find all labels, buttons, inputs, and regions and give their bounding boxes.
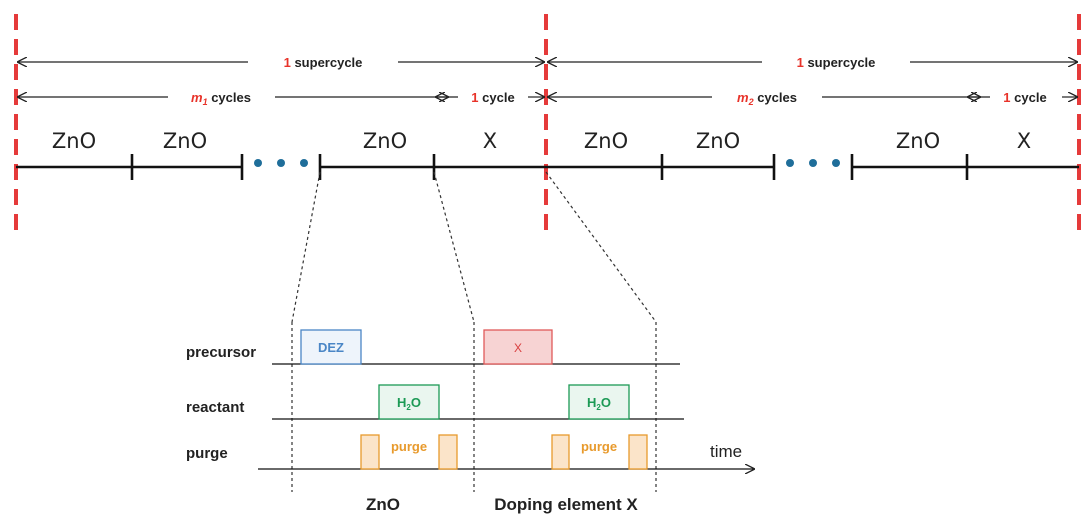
dot <box>277 159 285 167</box>
x-pulse-label: X <box>514 341 522 355</box>
dez-label: DEZ <box>318 340 344 355</box>
segment-label: X <box>1017 129 1031 153</box>
dot <box>832 159 840 167</box>
purge-pulse <box>360 434 380 470</box>
cycle-timeline <box>16 154 1079 180</box>
dot <box>786 159 794 167</box>
segment-label: ZnO <box>52 129 96 153</box>
section-label-zno: ZnO <box>366 495 400 514</box>
section-label-doping: Doping element X <box>494 495 638 514</box>
x-pulse <box>483 329 553 365</box>
supercycle-boundaries <box>14 14 1081 238</box>
ellipsis-dots-1 <box>254 159 308 167</box>
row-label-purge: purge <box>186 445 228 462</box>
h2o-label-2: H2O <box>587 395 611 412</box>
dot <box>809 159 817 167</box>
ellipsis-dots-2 <box>786 159 840 167</box>
segment-label: ZnO <box>363 129 407 153</box>
row-label-precursor: precursor <box>186 344 256 361</box>
m2-cycles-label: m2 cycles <box>737 90 797 107</box>
one-cycle-2-label: 1 cycle <box>1003 90 1046 105</box>
segment-label: ZnO <box>584 129 628 153</box>
purge-pulse <box>628 434 648 470</box>
segment-label: ZnO <box>163 129 207 153</box>
row-label-reactant: reactant <box>186 399 244 416</box>
zoom-connectors <box>291 171 657 492</box>
time-label: time <box>710 442 742 461</box>
m1-cycles-label: m1 cycles <box>191 90 251 107</box>
connector <box>433 171 475 323</box>
purge-label-1: purge <box>391 439 427 454</box>
segment-label: ZnO <box>696 129 740 153</box>
h2o-pulse-1 <box>378 384 440 420</box>
purge-pulse <box>551 434 570 470</box>
purge-label-2: purge <box>581 439 617 454</box>
supercycle-1-label: 1 supercycle <box>284 55 363 70</box>
dez-pulse <box>300 329 362 365</box>
segment-label: X <box>483 129 497 153</box>
one-cycle-1-label: 1 cycle <box>471 90 514 105</box>
supercycle-2-label: 1 supercycle <box>797 55 876 70</box>
h2o-label-1: H2O <box>397 395 421 412</box>
h2o-pulse-2 <box>568 384 630 420</box>
dot <box>300 159 308 167</box>
pulse-baselines <box>258 363 754 469</box>
purge-pulse <box>438 434 458 470</box>
dot <box>254 159 262 167</box>
connector <box>291 171 321 323</box>
connector <box>545 171 657 323</box>
segment-label: ZnO <box>896 129 940 153</box>
